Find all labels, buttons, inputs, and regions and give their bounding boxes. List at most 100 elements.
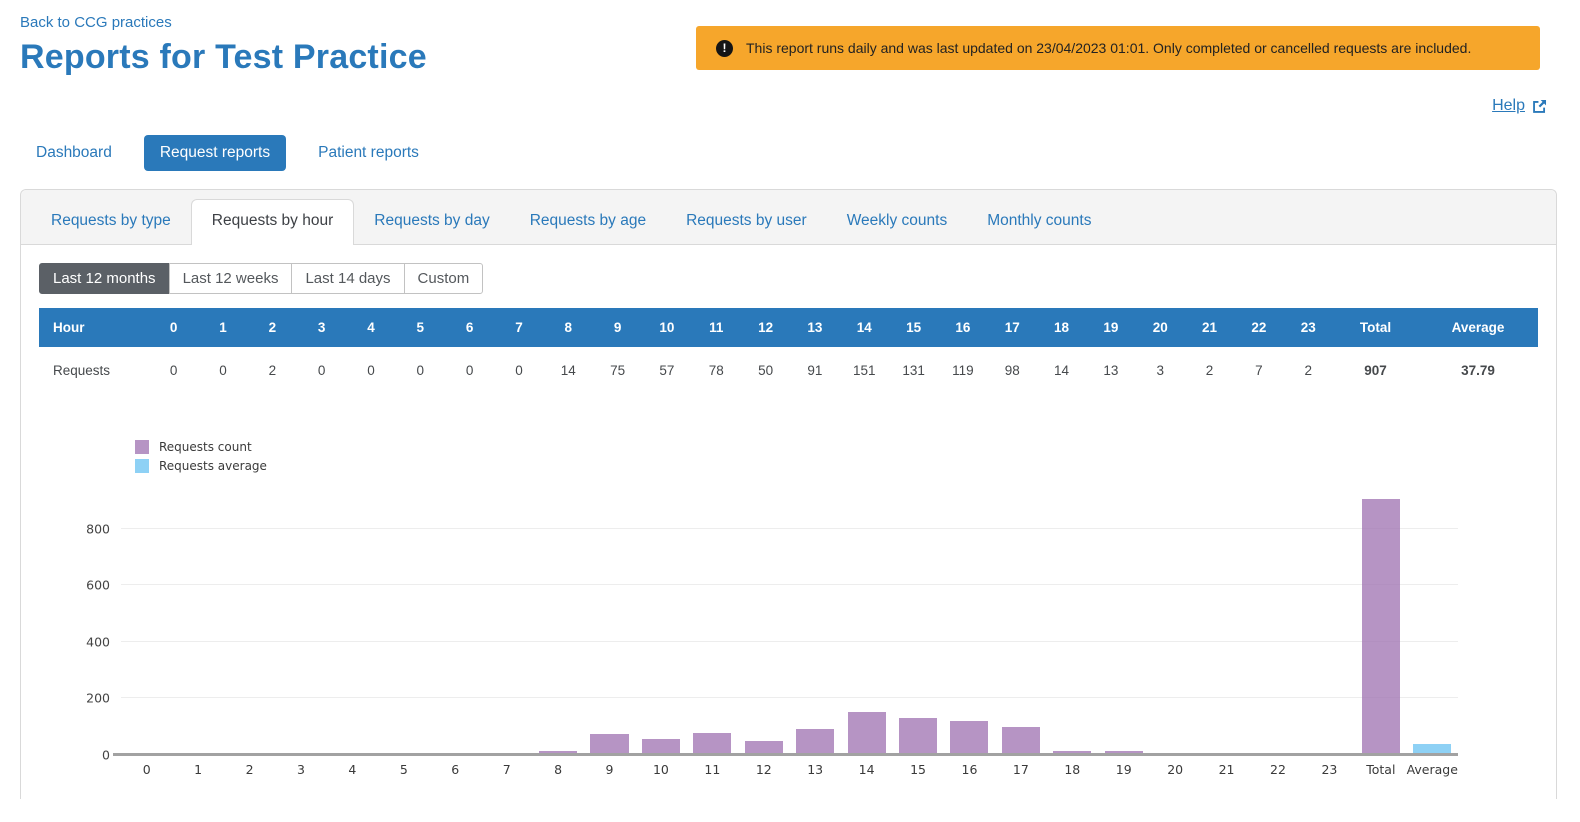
report-tab-requests-by-hour[interactable]: Requests by hour (191, 199, 355, 245)
col-header-1: 1 (198, 308, 247, 347)
x-tick-label-8: 8 (532, 762, 583, 777)
y-tick-label: 200 (86, 691, 110, 706)
bar-slot (172, 495, 223, 755)
report-panel: Requests by typeRequests by hourRequests… (20, 189, 1557, 799)
table-row: Requests00200000147557785091151131119981… (39, 347, 1538, 394)
col-header-22: 22 (1234, 308, 1283, 347)
date-range-group: Last 12 monthsLast 12 weeksLast 14 daysC… (39, 263, 483, 294)
col-header-4: 4 (346, 308, 395, 347)
bar-slot (687, 495, 738, 755)
bar-slot (532, 495, 583, 755)
x-tick-label-1: 1 (172, 762, 223, 777)
report-tab-weekly-counts[interactable]: Weekly counts (827, 200, 968, 244)
bar-slot (378, 495, 429, 755)
cell-average: 37.79 (1418, 347, 1538, 394)
cell-value: 0 (445, 347, 494, 394)
main-tab-request-reports[interactable]: Request reports (144, 135, 286, 171)
update-banner: ! This report runs daily and was last up… (696, 26, 1540, 70)
cell-value: 119 (938, 347, 987, 394)
bar-total[interactable] (1362, 499, 1400, 755)
cell-value: 13 (1086, 347, 1135, 394)
x-tick-label-22: 22 (1252, 762, 1303, 777)
col-header-total: Total (1333, 308, 1418, 347)
main-tab-patient-reports[interactable]: Patient reports (302, 135, 435, 171)
bar-slot (430, 495, 481, 755)
col-header-0: 0 (149, 308, 198, 347)
bar-14[interactable] (848, 712, 886, 755)
col-header-17: 17 (988, 308, 1037, 347)
bar-slot (995, 495, 1046, 755)
bar-15[interactable] (899, 718, 937, 755)
cell-value: 3 (1136, 347, 1185, 394)
x-tick-label-18: 18 (1047, 762, 1098, 777)
range-button-last-12-months[interactable]: Last 12 months (39, 263, 170, 294)
report-tab-requests-by-day[interactable]: Requests by day (354, 200, 509, 244)
report-tab-requests-by-age[interactable]: Requests by age (510, 200, 666, 244)
bar-11[interactable] (693, 733, 731, 755)
x-tick-label-15: 15 (892, 762, 943, 777)
x-tick-label-4: 4 (327, 762, 378, 777)
x-tick-label-17: 17 (995, 762, 1046, 777)
bar-slot (789, 495, 840, 755)
col-header-18: 18 (1037, 308, 1086, 347)
chart-bars (121, 495, 1458, 755)
report-tab-monthly-counts[interactable]: Monthly counts (967, 200, 1111, 244)
col-header-21: 21 (1185, 308, 1234, 347)
y-tick-label: 800 (86, 521, 110, 536)
help-link[interactable]: Help (1492, 97, 1525, 115)
cell-value: 91 (790, 347, 839, 394)
col-header-11: 11 (692, 308, 741, 347)
bar-16[interactable] (950, 721, 988, 755)
y-tick-label: 400 (86, 634, 110, 649)
bar-slot (841, 495, 892, 755)
x-tick-label-16: 16 (944, 762, 995, 777)
bar-slot (944, 495, 995, 755)
cell-value: 2 (248, 347, 297, 394)
col-header-20: 20 (1136, 308, 1185, 347)
external-link-icon (1531, 98, 1548, 115)
bar-slot (1149, 495, 1200, 755)
bar-slot (584, 495, 635, 755)
x-tick-label-2: 2 (224, 762, 275, 777)
cell-total: 907 (1333, 347, 1418, 394)
bar-9[interactable] (590, 734, 628, 755)
cell-value: 75 (593, 347, 642, 394)
main-tab-dashboard[interactable]: Dashboard (20, 135, 128, 171)
col-header-6: 6 (445, 308, 494, 347)
x-tick-label-9: 9 (584, 762, 635, 777)
legend-swatch (135, 459, 149, 473)
range-button-last-12-weeks[interactable]: Last 12 weeks (169, 263, 293, 294)
col-header-average: Average (1418, 308, 1538, 347)
report-tab-requests-by-user[interactable]: Requests by user (666, 200, 827, 244)
chart-x-labels: 01234567891011121314151617181920212223To… (121, 762, 1458, 777)
bar-slot (224, 495, 275, 755)
bar-slot (275, 495, 326, 755)
cell-value: 57 (642, 347, 691, 394)
x-tick-label-11: 11 (687, 762, 738, 777)
chart-plot: 0200400600800 (121, 495, 1458, 755)
panel-content: Last 12 monthsLast 12 weeksLast 14 daysC… (21, 245, 1556, 795)
report-tabs: Requests by typeRequests by hourRequests… (21, 190, 1556, 245)
x-tick-label-14: 14 (841, 762, 892, 777)
col-header-5: 5 (396, 308, 445, 347)
x-tick-label-13: 13 (789, 762, 840, 777)
cell-value: 0 (149, 347, 198, 394)
x-tick-label-0: 0 (121, 762, 172, 777)
main-tabs: Dashboard Request reports Patient reports (20, 135, 1580, 171)
bar-17[interactable] (1002, 727, 1040, 755)
bar-slot (1355, 495, 1406, 755)
range-button-custom[interactable]: Custom (404, 263, 484, 294)
col-header-15: 15 (889, 308, 938, 347)
x-axis-line (113, 753, 1458, 756)
report-tab-requests-by-type[interactable]: Requests by type (31, 200, 191, 244)
cell-value: 0 (346, 347, 395, 394)
bar-slot (892, 495, 943, 755)
bar-slot (1098, 495, 1149, 755)
back-link[interactable]: Back to CCG practices (20, 14, 172, 31)
bar-slot (738, 495, 789, 755)
bar-13[interactable] (796, 729, 834, 755)
range-button-last-14-days[interactable]: Last 14 days (291, 263, 404, 294)
col-header-7: 7 (494, 308, 543, 347)
x-tick-label-5: 5 (378, 762, 429, 777)
x-tick-label-21: 21 (1201, 762, 1252, 777)
